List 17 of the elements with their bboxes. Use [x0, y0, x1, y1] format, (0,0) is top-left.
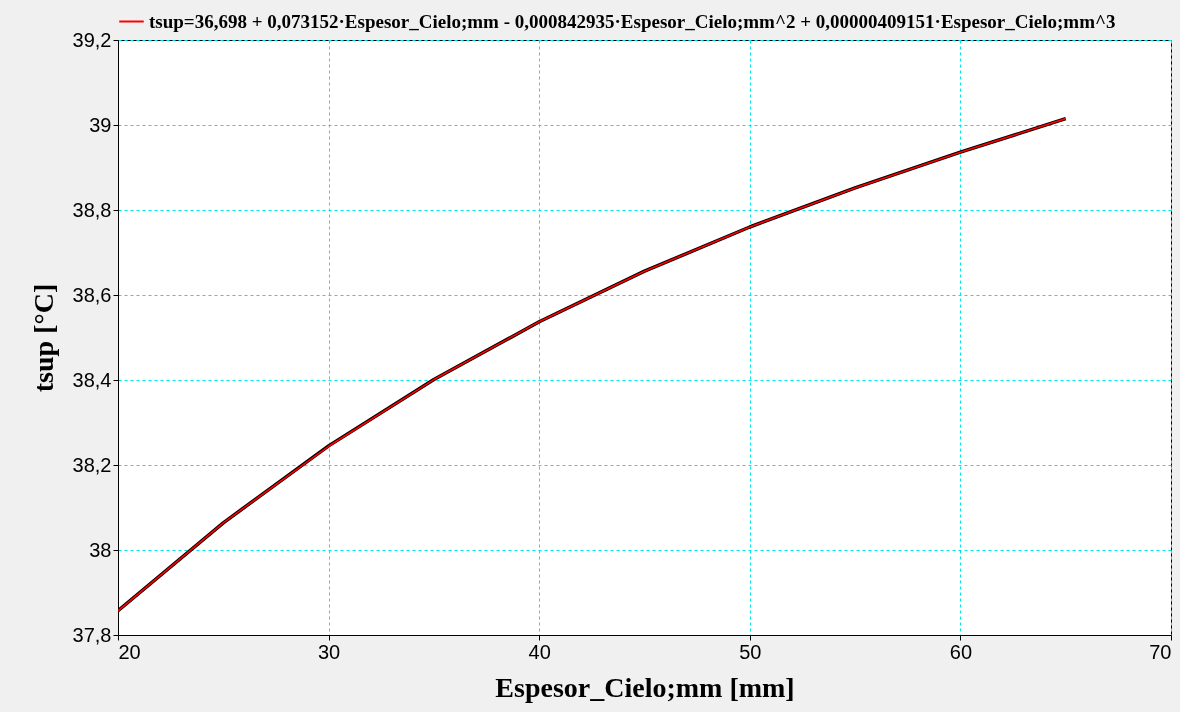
y-tick-label: 38 [89, 538, 112, 561]
x-tick-label: 20 [118, 640, 141, 663]
x-tick-label: 30 [317, 640, 341, 663]
x-axis-title: Espesor_Cielo;mm [mm] [495, 671, 795, 703]
x-tick-label: 60 [949, 640, 973, 663]
y-tick-label: 39,2 [72, 28, 112, 51]
x-tick-label: 70 [1149, 640, 1172, 663]
y-tick-label: 38,8 [72, 198, 112, 221]
y-tick-label: 39 [89, 113, 112, 136]
y-tick-label: 38,4 [72, 368, 112, 391]
y-tick-label: 38,2 [72, 453, 112, 476]
y-axis-title: tsup [°C] [27, 283, 59, 393]
y-tick-label: 38,6 [72, 283, 112, 306]
legend-label: tsup=36,698 + 0,073152·Espesor_Cielo;mm - 0,000842935·Espesor_Cielo;mm^2 + 0,00000409151·Espesor_Cielo;mm^3 [149, 10, 1116, 32]
x-tick-label: 40 [528, 640, 551, 663]
y-tick-label: 37,8 [72, 623, 112, 646]
x-tick-label: 50 [739, 640, 762, 663]
